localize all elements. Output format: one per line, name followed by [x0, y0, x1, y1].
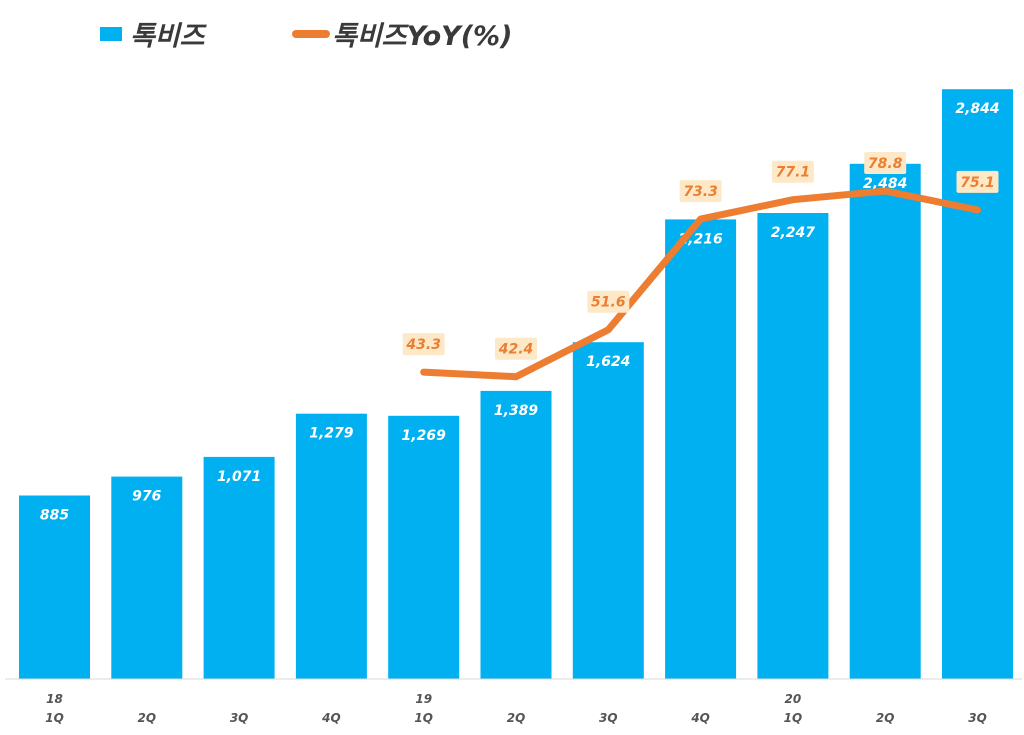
line-value-label-9: 77.1 — [776, 165, 811, 181]
line-value-label-7: 51.6 — [591, 295, 626, 311]
line-label-bg-9 — [771, 160, 814, 183]
bar-value-label-1: 885 — [40, 508, 69, 524]
bar-value-label-9: 2,247 — [771, 225, 816, 241]
legend-swatch-bar — [100, 27, 122, 41]
x-axis-ticks: 18 1Q 2Q 3Q 4Q 19 1Q 2Q 3Q 4Q 20 1Q 2Q 3Q — [45, 692, 987, 725]
line-label-bg-7 — [587, 290, 630, 313]
bar-4 — [295, 413, 367, 679]
line-value-label-10: 78.8 — [868, 156, 903, 172]
line-series: 43.3 42.4 51.6 73.3 77.1 78.8 75.1 — [402, 152, 999, 381]
bar-value-label-6: 1,389 — [494, 403, 539, 419]
x-tick-quarter-2: 2Q — [138, 711, 157, 725]
bar-2 — [111, 476, 183, 679]
bar-5 — [388, 415, 460, 679]
x-tick-year-9: 20 — [785, 692, 802, 706]
bar-8 — [665, 219, 737, 679]
bar-value-label-4: 1,279 — [309, 426, 354, 442]
line-label-bg-5 — [402, 333, 445, 356]
x-tick-quarter-9: 1Q — [784, 711, 803, 725]
bar-10 — [849, 163, 921, 680]
legend-label-bar: 톡비즈 — [130, 21, 208, 52]
x-tick-quarter-11: 3Q — [968, 711, 987, 725]
line-value-label-5: 43.3 — [405, 337, 441, 353]
line-label-bg-8 — [679, 180, 722, 203]
x-tick-quarter-7: 3Q — [599, 711, 618, 725]
line-label-bg-6 — [495, 337, 537, 360]
x-tick-quarter-10: 2Q — [876, 711, 895, 725]
x-tick-quarter-1: 1Q — [45, 711, 64, 725]
legend-label-line: 톡비즈YoY(%) — [332, 21, 512, 52]
bar-value-label-5: 1,269 — [402, 428, 447, 444]
x-tick-quarter-6: 2Q — [507, 711, 526, 725]
bar-value-label-10: 2,484 — [863, 176, 907, 192]
x-tick-quarter-8: 4Q — [690, 711, 710, 725]
x-tick-year-1: 18 — [46, 692, 63, 706]
line-label-bg-10 — [864, 152, 907, 174]
bar-7 — [572, 342, 644, 679]
bar-value-label-11: 2,844 — [955, 101, 999, 117]
line-value-label-8: 73.3 — [683, 184, 718, 200]
x-tick-quarter-5: 1Q — [414, 711, 433, 725]
bar-9 — [757, 213, 829, 679]
line-label-bg-11 — [956, 170, 999, 193]
bar-1 — [19, 495, 90, 679]
bar-3 — [203, 456, 275, 679]
yoy-line — [420, 187, 981, 381]
x-tick-quarter-4: 4Q — [321, 711, 341, 725]
x-tick-year-5: 19 — [415, 692, 432, 706]
bar-value-label-3: 1,071 — [217, 469, 261, 485]
legend: 톡비즈 톡비즈YoY(%) — [100, 21, 512, 52]
line-value-label-6: 42.4 — [498, 342, 534, 358]
bar-6 — [480, 390, 552, 679]
line-value-label-11: 75.1 — [960, 175, 995, 191]
bar-value-label-2: 976 — [132, 489, 161, 505]
x-tick-quarter-3: 3Q — [230, 711, 249, 725]
bar-value-label-7: 1,624 — [586, 354, 630, 370]
